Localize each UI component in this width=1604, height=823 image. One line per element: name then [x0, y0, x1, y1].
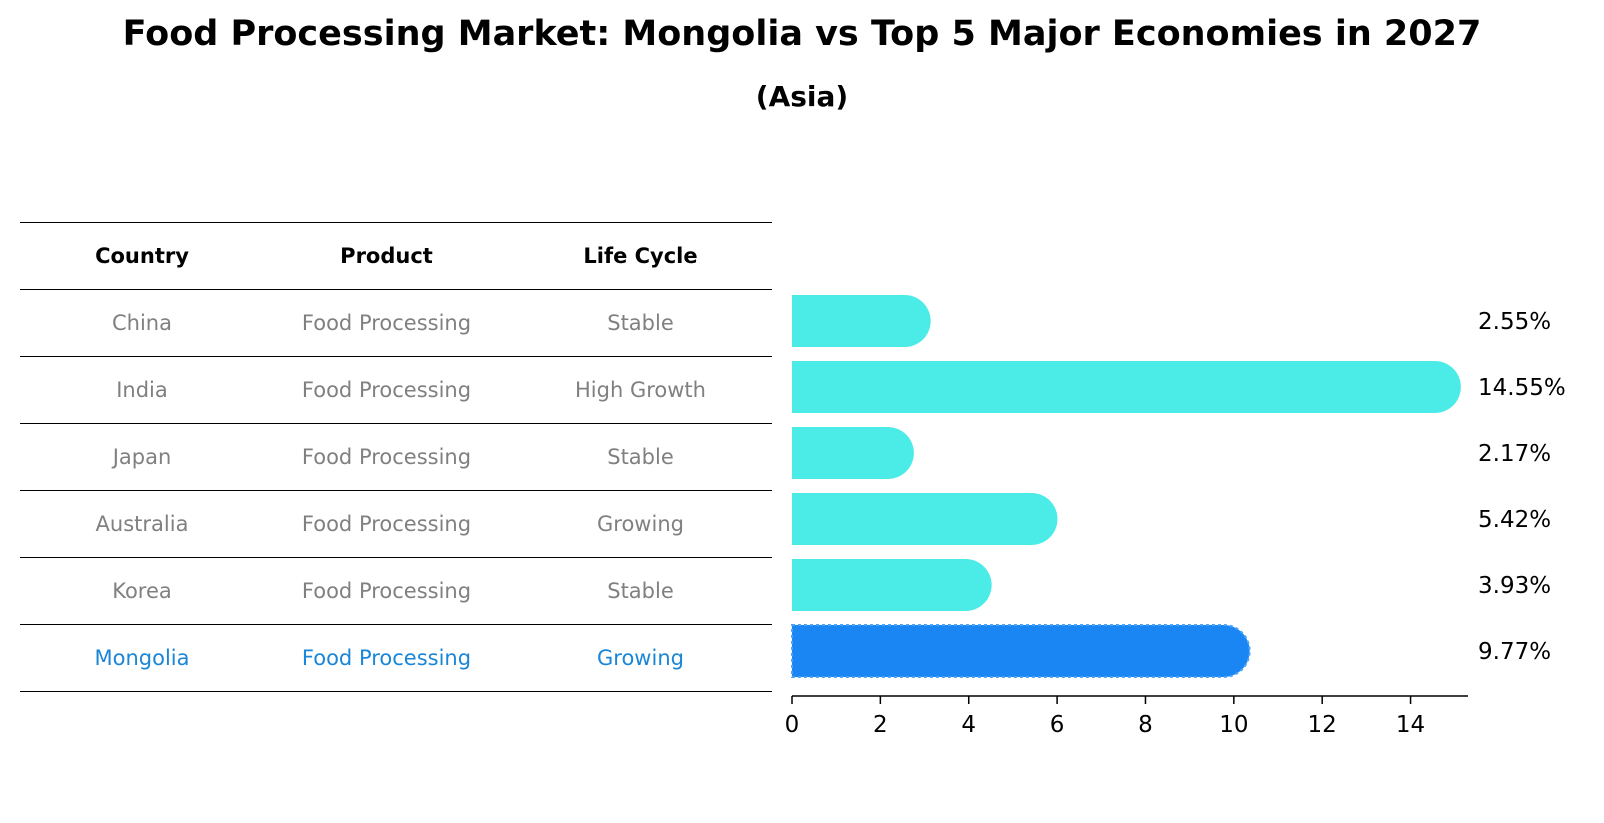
country-table: Country Product Life Cycle China Food Pr…	[20, 222, 772, 692]
table-row: India Food Processing High Growth	[20, 356, 772, 424]
cell-product: Food Processing	[264, 423, 509, 491]
x-tick-label: 6	[1050, 712, 1065, 738]
cell-life-cycle: Growing	[509, 490, 772, 558]
value-label: 2.17%	[1478, 441, 1551, 467]
table-row: Japan Food Processing Stable	[20, 423, 772, 491]
cell-life-cycle: Stable	[509, 289, 772, 357]
table-row-highlight: Mongolia Food Processing Growing	[20, 624, 772, 692]
table-row: Australia Food Processing Growing	[20, 490, 772, 558]
cell-life-cycle: Stable	[509, 557, 772, 625]
x-tick-label: 4	[961, 712, 976, 738]
bar-mongolia	[791, 624, 1251, 678]
column-header-country: Country	[20, 222, 264, 290]
x-tick-label: 0	[785, 712, 800, 738]
bar-india	[792, 361, 1461, 413]
column-header-life-cycle: Life Cycle	[509, 222, 772, 290]
cell-product: Food Processing	[264, 490, 509, 558]
cell-life-cycle: Stable	[509, 423, 772, 491]
cell-country: Japan	[20, 423, 264, 491]
cell-product: Food Processing	[264, 356, 509, 424]
bar-australia	[792, 493, 1058, 545]
x-tick-label: 14	[1396, 712, 1425, 738]
table-row: China Food Processing Stable	[20, 289, 772, 357]
cell-life-cycle: Growing	[509, 624, 772, 692]
x-tick-label: 10	[1219, 712, 1248, 738]
cell-country: Australia	[20, 490, 264, 558]
cell-product: Food Processing	[264, 624, 509, 692]
x-tick-label: 12	[1308, 712, 1337, 738]
cell-country: Korea	[20, 557, 264, 625]
value-label: 3.93%	[1478, 573, 1551, 599]
value-label: 5.42%	[1478, 507, 1551, 533]
bar-china	[792, 295, 931, 347]
x-tick-label: 2	[873, 712, 888, 738]
cell-country: Mongolia	[20, 624, 264, 692]
cell-life-cycle: High Growth	[509, 356, 772, 424]
cell-product: Food Processing	[264, 557, 509, 625]
bar-korea	[792, 559, 992, 611]
table-header-row: Country Product Life Cycle	[20, 222, 772, 290]
bar-japan	[792, 427, 914, 479]
chart-title: Food Processing Market: Mongolia vs Top …	[122, 14, 1482, 54]
value-label: 14.55%	[1478, 375, 1566, 401]
column-header-product: Product	[264, 222, 509, 290]
value-label: 9.77%	[1478, 639, 1551, 665]
cell-country: China	[20, 289, 264, 357]
x-tick-label: 8	[1138, 712, 1153, 738]
cell-product: Food Processing	[264, 289, 509, 357]
chart-subtitle: (Asia)	[755, 80, 849, 113]
cell-country: India	[20, 356, 264, 424]
table-row: Korea Food Processing Stable	[20, 557, 772, 625]
value-label: 2.55%	[1478, 309, 1551, 335]
